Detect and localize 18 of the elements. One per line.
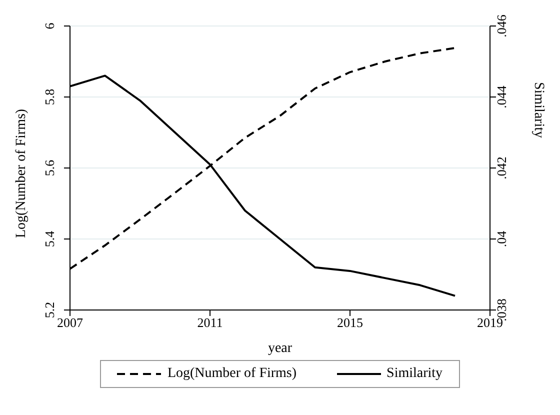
y2-tick-label: .046: [494, 14, 509, 38]
y-axis-title: Log(Number of Firms): [14, 108, 29, 238]
y2-tick-label: .042: [494, 156, 509, 180]
y2-axis-title: Similarity: [531, 82, 546, 138]
y-tick-label: 6: [42, 22, 57, 30]
x-tick-label: 2007: [57, 315, 84, 330]
y-tick-label: 5.6: [42, 159, 57, 176]
y-tick-label: 5.2: [42, 302, 57, 318]
legend-label: Similarity: [386, 366, 443, 382]
x-tick-label: 2011: [197, 315, 223, 330]
legend-label: Log(Number of Firms): [167, 366, 297, 382]
x-tick-label: 2015: [337, 315, 363, 330]
y-tick-label: 5.8: [42, 88, 57, 106]
y2-tick-label: .044: [494, 85, 509, 108]
y2-tick-label: .04: [494, 230, 509, 248]
x-axis-title: year: [268, 341, 292, 356]
y-tick-label: 5.4: [42, 230, 57, 248]
y2-tick-label: .038: [494, 298, 509, 322]
